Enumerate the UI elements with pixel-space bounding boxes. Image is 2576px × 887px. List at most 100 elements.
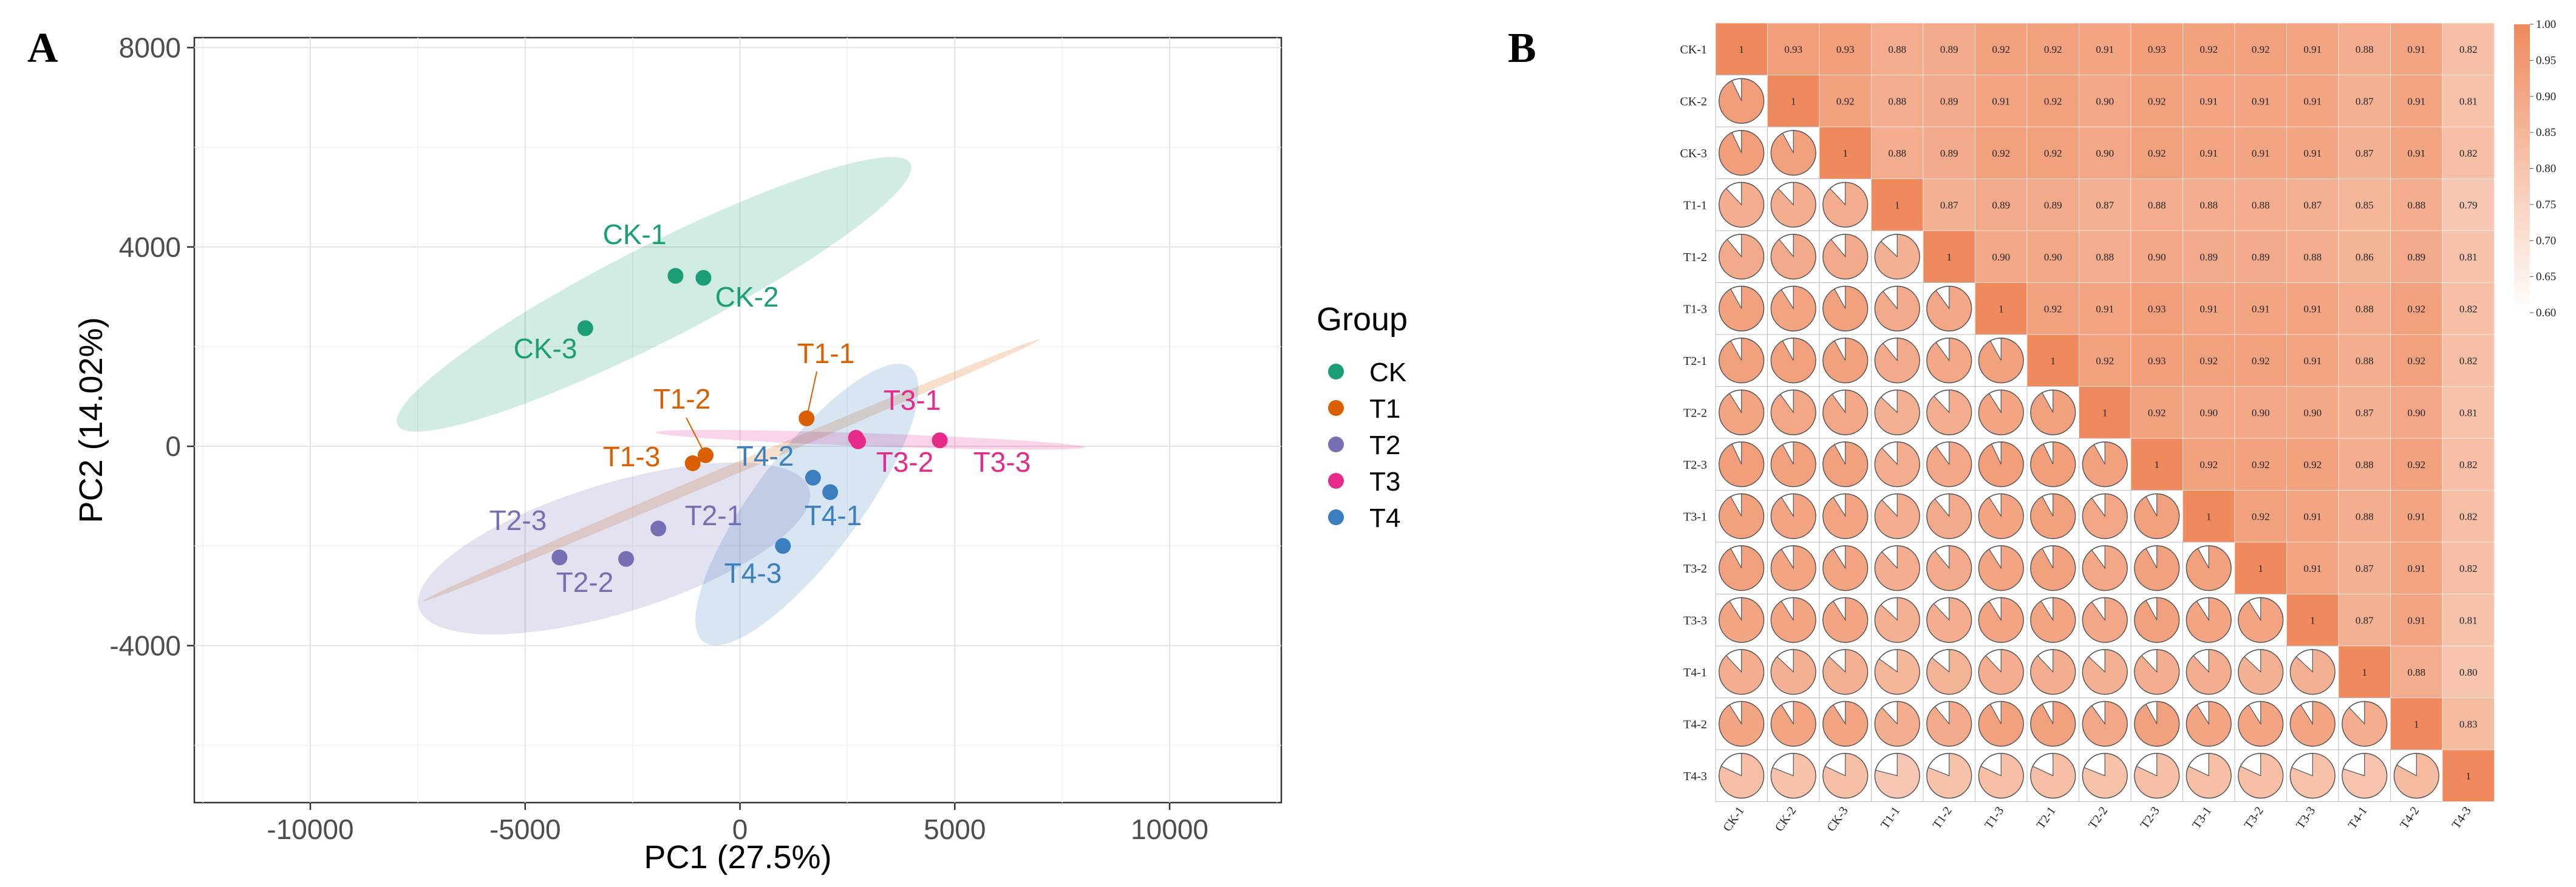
- heatmap-cell: [2026, 126, 2079, 179]
- pie-slice: [1978, 441, 2024, 488]
- pie-slice: [2082, 597, 2128, 643]
- heatmap-cell: [1871, 75, 1924, 127]
- heatmap-cell: [2390, 490, 2443, 543]
- cell-value: 0.86: [2356, 251, 2374, 263]
- y-axis-title: PC2 (14.02%): [73, 317, 109, 523]
- pie-slice: [1874, 701, 1920, 747]
- pie-slice: [1719, 649, 1765, 695]
- pie-slice: [2082, 493, 2128, 539]
- colorbar-label: 1.00: [2536, 18, 2556, 31]
- heatmap-cell: [1975, 75, 2028, 127]
- x-axis-title: PC1 (27.5%): [644, 839, 831, 875]
- colorbar-label: 0.70: [2536, 234, 2556, 247]
- cell-value: 0.79: [2459, 199, 2478, 211]
- cell-value: 0.88: [2356, 459, 2374, 471]
- pie-slice: [2238, 753, 2284, 799]
- cell-value: 0.90: [2252, 407, 2270, 418]
- row-label: CK-3: [1680, 147, 1707, 160]
- point-label: T2-2: [556, 566, 614, 598]
- pie-glyphs: [1719, 78, 2439, 799]
- cell-value: 0.93: [2148, 355, 2166, 367]
- cell-value: 0.88: [2096, 251, 2114, 263]
- heatmap-cell: [1975, 126, 2028, 179]
- cell-value: 0.90: [2407, 407, 2425, 418]
- point-ck-2: [695, 270, 712, 286]
- heatmap-cell: [2026, 282, 2079, 335]
- heatmap-cell: [2338, 334, 2391, 387]
- heatmap-cell: [1767, 75, 1820, 127]
- point-label: T1-2: [653, 383, 711, 415]
- pie-slice: [2030, 493, 2076, 539]
- cell-value: 0.91: [2407, 614, 2425, 626]
- point-label: CK-3: [514, 333, 578, 364]
- cell-value: 0.91: [2199, 303, 2218, 314]
- heatmap-cell: [1923, 178, 1975, 231]
- cell-value: 1: [2206, 511, 2212, 522]
- cell-value: 0.91: [2407, 148, 2425, 159]
- point-t1-3: [684, 455, 701, 472]
- pie-slice: [1822, 701, 1869, 747]
- heatmap-cell: [1871, 126, 1924, 179]
- heatmap-cell: [2130, 75, 2183, 127]
- pie-slice: [2342, 753, 2388, 799]
- pie-slice: [2134, 649, 2180, 695]
- colorbar-segment: [2514, 101, 2530, 107]
- pie-slice: [2186, 649, 2232, 695]
- heatmap-cell: [2390, 386, 2443, 439]
- cell-value: 0.92: [2148, 407, 2166, 418]
- pie-slice: [1822, 285, 1869, 331]
- heatmap-cell: [2026, 22, 2079, 75]
- row-label: T3-2: [1683, 562, 1707, 576]
- pie-slice: [2289, 701, 2336, 747]
- colorbar-segment: [2514, 29, 2530, 35]
- cell-value: 1: [2362, 667, 2368, 678]
- heatmap-cell: [2442, 645, 2495, 698]
- cell-value: 0.82: [2459, 563, 2478, 574]
- axis-ticks: -10000 -5000 0 5000 10000 -4000 0 4000 8000: [109, 32, 1208, 845]
- x-tick-label: 5000: [924, 814, 986, 845]
- heatmap-cell: [2442, 230, 2495, 283]
- colorbar-segment: [2514, 206, 2530, 212]
- pie-slice: [1822, 649, 1869, 695]
- heatmap-cell: [1819, 126, 1872, 179]
- point-label: T4-3: [724, 557, 782, 589]
- point-t3-2: [850, 433, 867, 449]
- heatmap-cell: [2390, 22, 2443, 75]
- heatmap-cell: [2442, 749, 2495, 802]
- panel-b-letter: B: [1508, 25, 1536, 72]
- cell-value: 0.91: [1992, 95, 2010, 107]
- y-tick-label: 8000: [119, 32, 181, 63]
- heatmap-cell: [2079, 334, 2131, 387]
- point-label: T4-2: [737, 440, 794, 472]
- pie-slice: [2082, 753, 2128, 799]
- point-label: T2-1: [685, 500, 743, 531]
- cell-value: 0.92: [2044, 95, 2062, 107]
- cell-value: 0.91: [2407, 511, 2425, 522]
- colorbar-segment: [2514, 240, 2530, 246]
- pie-slice: [1978, 753, 2024, 799]
- point-t4-1: [822, 484, 839, 500]
- colorbar-segment: [2514, 120, 2530, 126]
- cell-value: 1: [1739, 44, 1745, 55]
- cell-value: 1: [2466, 770, 2472, 782]
- cell-value: 0.89: [2407, 251, 2425, 263]
- pie-slice: [2134, 597, 2180, 643]
- row-label: CK-1: [1680, 43, 1707, 56]
- row-label: T1-3: [1683, 302, 1707, 316]
- colorbar-segment: [2514, 279, 2530, 285]
- cell-value: 0.92: [2199, 459, 2218, 471]
- heatmap-cell: [2234, 334, 2287, 387]
- colorbar-segment: [2514, 274, 2530, 280]
- colorbar-segment: [2514, 53, 2530, 59]
- pie-slice: [2030, 441, 2076, 488]
- colorbar-segment: [2514, 82, 2530, 87]
- cell-value: 0.92: [2044, 148, 2062, 159]
- cell-value: 0.89: [1992, 199, 2010, 211]
- heatmap-cell: [2182, 438, 2235, 491]
- heatmap-cell: [2442, 22, 2495, 75]
- colorbar-segment: [2514, 202, 2530, 208]
- colorbar-segment: [2514, 183, 2530, 188]
- pie-slice: [1719, 545, 1765, 591]
- heatmap-cell: [2442, 178, 2495, 231]
- colorbar-segment: [2514, 288, 2530, 294]
